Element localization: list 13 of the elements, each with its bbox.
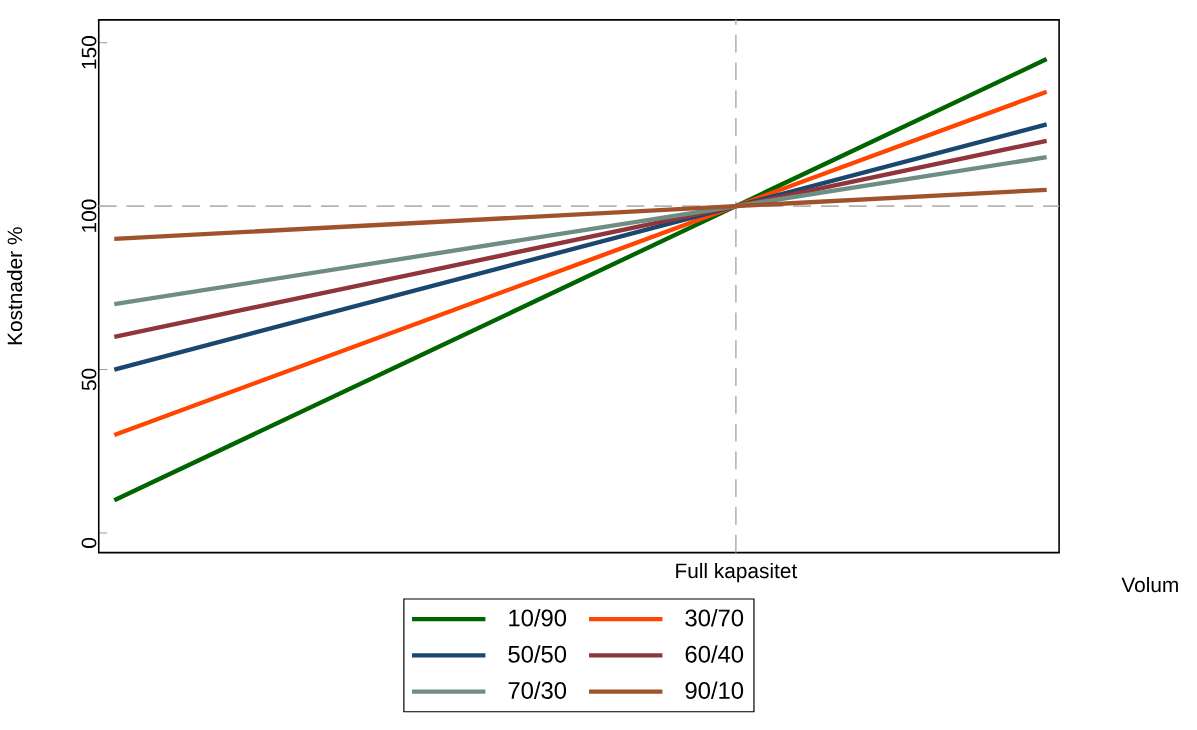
legend-label: 50/50 [508,645,567,663]
y-tick-label: 100 [81,199,97,232]
y-tick-label: 50 [81,368,97,391]
legend-label: 90/10 [685,681,744,699]
x-axis-title: Volum [1121,576,1178,593]
y-axis-title: Kostnader % [6,227,23,345]
y-tick-label: 150 [81,36,97,69]
legend-label: 70/30 [508,681,567,699]
legend-label: 60/40 [685,645,744,663]
y-tick-label: 0 [81,537,97,548]
x-tick-label: Full kapasitet [676,562,798,583]
legend-label: 30/70 [685,608,744,627]
legend-label: 10/90 [509,608,567,627]
